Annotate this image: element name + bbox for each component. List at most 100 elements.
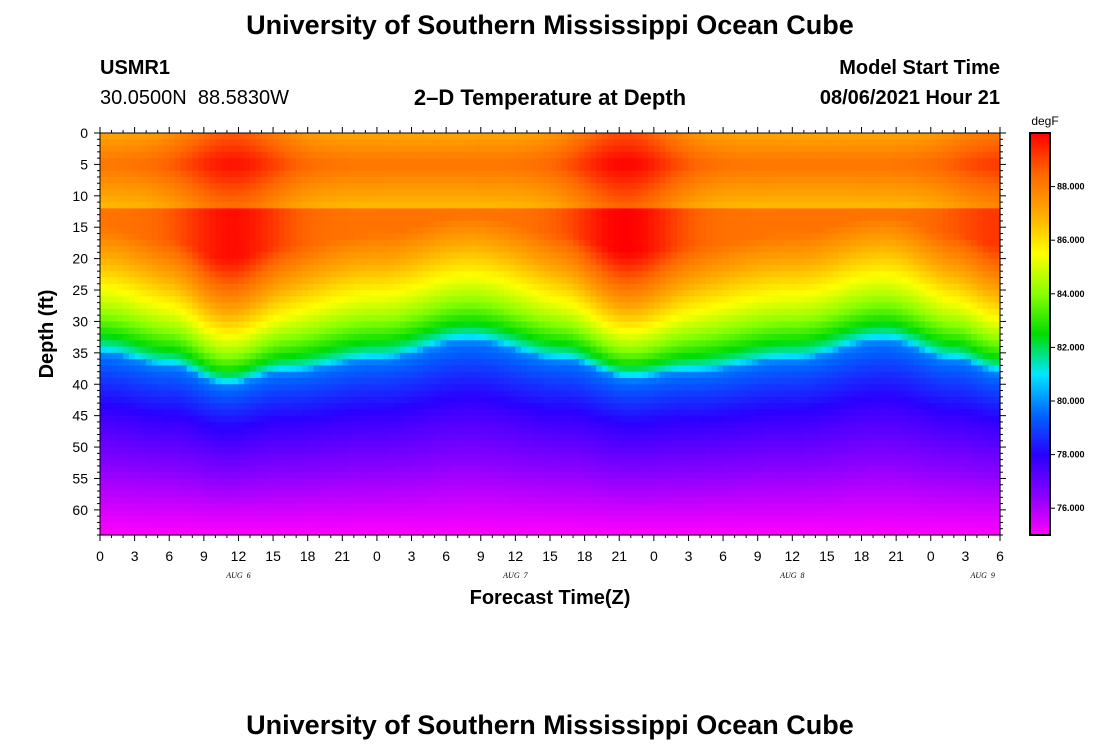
- heatmap-cell: [238, 271, 245, 279]
- heatmap-cell: [492, 264, 499, 272]
- heatmap-cell: [342, 308, 349, 316]
- heatmap-cell: [503, 440, 511, 448]
- heatmap-cell: [342, 447, 349, 454]
- heatmap-cell: [100, 359, 107, 367]
- heatmap-cell: [503, 459, 511, 467]
- heatmap-cell: [388, 428, 395, 436]
- heatmap-cell: [446, 233, 453, 241]
- heatmap-cell: [278, 415, 286, 423]
- heatmap-cell: [290, 421, 297, 429]
- heatmap-cell: [175, 390, 182, 398]
- heatmap-cell: [348, 220, 355, 228]
- heatmap-cell: [128, 308, 136, 316]
- heatmap-cell: [342, 440, 349, 448]
- heatmap-cell: [100, 246, 107, 253]
- heatmap-cell: [301, 440, 309, 448]
- heatmap-cell: [301, 365, 309, 373]
- heatmap-cell: [475, 516, 482, 524]
- heatmap-cell: [400, 296, 407, 304]
- heatmap-cell: [440, 434, 447, 442]
- heatmap-cell: [169, 522, 176, 530]
- heatmap-cell: [503, 290, 511, 297]
- heatmap-cell: [336, 340, 343, 348]
- heatmap-cell: [359, 133, 366, 140]
- heatmap-cell: [307, 522, 315, 530]
- heatmap-cell: [221, 509, 228, 517]
- heatmap-cell: [503, 252, 511, 260]
- heatmap-cell: [521, 258, 528, 266]
- heatmap-cell: [128, 440, 136, 448]
- heatmap-cell: [526, 459, 534, 467]
- heatmap-cell: [330, 233, 338, 241]
- heatmap-cell: [290, 503, 297, 511]
- heatmap-cell: [365, 246, 372, 253]
- heatmap-cell: [325, 296, 332, 304]
- heatmap-cell: [301, 170, 309, 178]
- heatmap-cell: [515, 522, 522, 530]
- heatmap-cell: [503, 277, 511, 285]
- heatmap-cell: [428, 377, 436, 385]
- heatmap-cell: [423, 465, 430, 473]
- heatmap-cell: [325, 139, 332, 147]
- heatmap-cell: [151, 227, 159, 235]
- heatmap-cell: [509, 465, 516, 473]
- heatmap-cell: [400, 170, 407, 178]
- heatmap-cell: [146, 302, 153, 310]
- heatmap-cell: [169, 440, 176, 448]
- heatmap-cell: [215, 321, 222, 329]
- heatmap-cell: [261, 139, 268, 147]
- heatmap-cell: [313, 139, 320, 147]
- heatmap-cell: [411, 227, 418, 235]
- heatmap-cell: [411, 346, 418, 354]
- heatmap-cell: [515, 327, 522, 335]
- heatmap-cell: [394, 264, 401, 272]
- heatmap-cell: [544, 308, 551, 316]
- heatmap-cell: [284, 352, 291, 360]
- heatmap-cell: [100, 528, 107, 536]
- heatmap-cell: [232, 403, 240, 410]
- heatmap-cell: [400, 239, 407, 247]
- heatmap-cell: [169, 334, 176, 341]
- heatmap-cell: [221, 421, 228, 429]
- heatmap-cell: [296, 509, 303, 517]
- heatmap-cell: [128, 528, 136, 536]
- heatmap-cell: [342, 258, 349, 266]
- heatmap-cell: [203, 327, 211, 335]
- heatmap-cell: [353, 308, 361, 316]
- heatmap-cell: [388, 434, 395, 442]
- heatmap-cell: [428, 164, 436, 172]
- heatmap-cell: [394, 252, 401, 260]
- heatmap-cell: [151, 327, 159, 335]
- heatmap-cell: [175, 164, 182, 172]
- heatmap-cell: [209, 264, 216, 272]
- heatmap-cell: [469, 528, 476, 536]
- heatmap-cell: [226, 371, 234, 379]
- heatmap-cell: [215, 377, 222, 385]
- heatmap-cell: [376, 258, 384, 266]
- heatmap-cell: [278, 365, 286, 373]
- heatmap-cell: [278, 308, 286, 316]
- heatmap-cell: [244, 396, 251, 404]
- heatmap-cell: [515, 478, 522, 486]
- heatmap-cell: [151, 528, 159, 536]
- heatmap-cell: [284, 440, 291, 448]
- heatmap-cell: [117, 415, 124, 423]
- heatmap-cell: [353, 434, 361, 442]
- heatmap-cell: [325, 145, 332, 153]
- heatmap-cell: [521, 509, 528, 517]
- heatmap-cell: [198, 290, 205, 297]
- heatmap-cell: [117, 491, 124, 498]
- heatmap-cell: [325, 327, 332, 335]
- heatmap-cell: [365, 453, 372, 461]
- heatmap-cell: [538, 258, 545, 266]
- heatmap-cell: [411, 202, 418, 209]
- heatmap-cell: [163, 459, 170, 467]
- heatmap-cell: [532, 352, 540, 360]
- heatmap-cell: [544, 346, 551, 354]
- heatmap-cell: [117, 139, 124, 147]
- heatmap-cell: [157, 290, 165, 297]
- heatmap-cell: [451, 403, 459, 410]
- heatmap-cell: [100, 403, 107, 410]
- heatmap-cell: [417, 327, 424, 335]
- heatmap-cell: [394, 258, 401, 266]
